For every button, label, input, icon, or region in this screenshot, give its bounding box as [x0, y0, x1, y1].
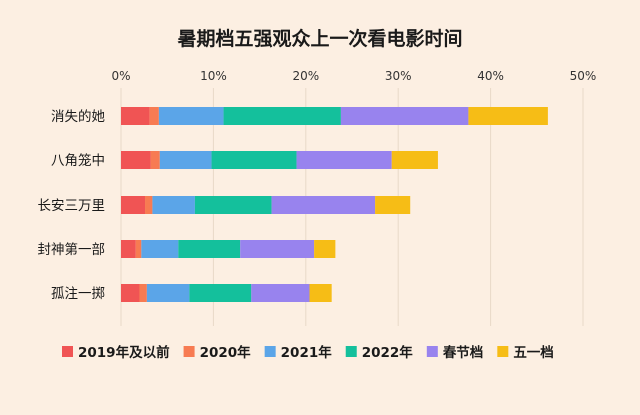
x-tick-label: 20% [292, 69, 319, 83]
legend-swatch [345, 346, 357, 357]
bar-segment [251, 284, 310, 302]
legend-swatch [62, 346, 73, 357]
category-label: 八角笼中 [51, 152, 105, 169]
legend-label: 2021年 [281, 344, 333, 361]
bar-segment [141, 240, 179, 258]
bar-segment [309, 284, 332, 302]
x-tick-label: 30% [385, 69, 412, 83]
x-tick-label: 50% [570, 69, 597, 83]
bar-segment [314, 240, 336, 258]
category-label: 长安三万里 [38, 198, 106, 214]
bar-segment [152, 196, 195, 214]
bar-segment [121, 196, 146, 214]
x-tick-label: 10% [200, 69, 227, 83]
bar-segment [296, 151, 392, 169]
legend-label: 2019年及以前 [78, 344, 170, 361]
legend: 2019年及以前 2020年 2021年 2022年 春节档 五一档 [62, 344, 554, 361]
legend-label: 2022年 [362, 344, 414, 361]
bar-segment [121, 151, 151, 169]
legend-swatch [183, 346, 195, 357]
bar-segment [178, 240, 241, 258]
bar-segment [150, 151, 160, 169]
category-label: 消失的她 [51, 109, 105, 125]
bar-segment [340, 107, 469, 125]
bar-segment [158, 107, 224, 125]
x-tick-label: 0% [111, 69, 130, 83]
legend-swatch [426, 346, 438, 357]
bar-segment [146, 284, 190, 302]
bar-segment [223, 107, 341, 125]
bar-segment [121, 240, 136, 258]
legend-label: 春节档 [442, 344, 484, 361]
bar-segment [135, 240, 142, 258]
bar-segment [194, 196, 272, 214]
bar-segment [139, 284, 147, 302]
bar-segment [121, 284, 140, 302]
chart-title: 暑期档五强观众上一次看电影时间 [177, 27, 462, 50]
legend-label: 2020年 [200, 344, 252, 361]
bar-segment [189, 284, 252, 302]
x-tick-label: 40% [477, 69, 504, 83]
bar-segment [375, 196, 411, 214]
bar-segment [468, 107, 548, 125]
bar-segment [240, 240, 315, 258]
legend-swatch [497, 346, 509, 357]
category-label: 孤注一掷 [51, 286, 105, 302]
legend-label: 五一档 [513, 344, 554, 361]
x-axis-ticks: 0% 10% 20% 30% 40% 50% [111, 69, 596, 83]
bar-segment [211, 151, 297, 169]
bars [121, 107, 548, 302]
bar-segment [271, 196, 376, 214]
legend-swatch [264, 346, 276, 357]
bar-segment [145, 196, 153, 214]
bar-segment [391, 151, 438, 169]
bar-segment [159, 151, 212, 169]
category-label: 封神第一部 [38, 241, 106, 258]
bar-segment [121, 107, 150, 125]
bar-segment [149, 107, 159, 125]
